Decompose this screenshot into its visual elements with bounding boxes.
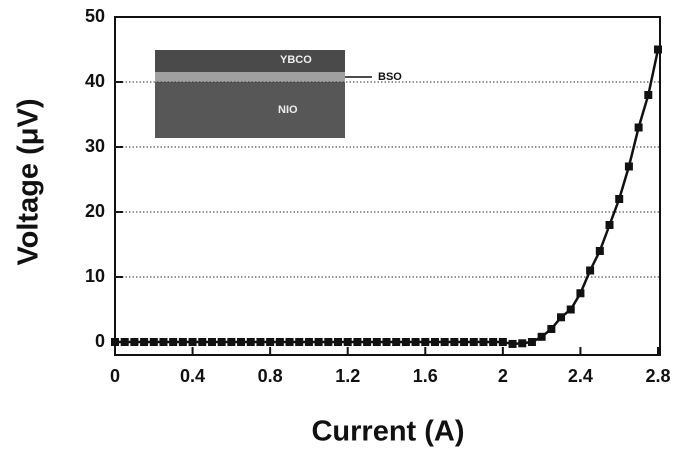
data-point: [169, 338, 178, 346]
y-tick-label: 0: [95, 331, 105, 351]
data-point: [353, 338, 362, 346]
data-point: [237, 338, 246, 346]
data-point: [295, 338, 304, 346]
data-point: [576, 289, 585, 298]
data-point: [324, 338, 333, 346]
inset-ybco-layer: [155, 50, 345, 72]
data-point: [460, 338, 469, 346]
data-point: [527, 338, 536, 346]
inset-bso-layer: [155, 72, 345, 82]
plot-frame: [114, 16, 661, 356]
x-tick-label: 2.4: [568, 366, 593, 386]
x-tick-label: 2: [498, 366, 508, 386]
data-point: [363, 338, 372, 346]
x-tick-label: 1.2: [335, 366, 360, 386]
y-tick-label: 40: [85, 71, 105, 91]
inset-nio-layer: [155, 82, 345, 138]
data-point: [382, 338, 391, 346]
data-point: [149, 338, 158, 346]
data-point: [479, 338, 488, 346]
y-axis-label: Voltage (μV): [13, 98, 45, 265]
x-tick-label: 0.8: [258, 366, 283, 386]
data-point: [227, 338, 236, 346]
data-point: [130, 338, 139, 346]
y-tick-label: 30: [85, 136, 105, 156]
inset-label: NIO: [278, 104, 298, 116]
data-point: [624, 162, 633, 171]
data-point: [285, 338, 294, 346]
data-point: [140, 338, 149, 346]
data-point: [314, 338, 323, 346]
x-tick-label: 2.8: [645, 366, 670, 386]
data-point: [392, 338, 401, 346]
data-point: [605, 221, 614, 229]
data-point: [557, 313, 566, 322]
inset: YBCO BSO NIO: [155, 50, 402, 138]
x-tick-label: 0: [110, 366, 120, 386]
data-point: [586, 266, 595, 275]
data-point: [634, 123, 643, 132]
data-point: [343, 338, 352, 346]
data-point: [498, 338, 507, 346]
inset-label: BSO: [378, 71, 402, 83]
data-point: [372, 338, 381, 346]
data-point: [440, 338, 449, 346]
data-point: [178, 338, 187, 346]
x-tick-label: 1.6: [413, 366, 438, 386]
data-point: [275, 338, 284, 346]
data-point: [644, 91, 653, 99]
data-point: [159, 338, 168, 346]
data-point: [266, 338, 275, 346]
data-point: [246, 338, 255, 346]
x-axis-label: Current (A): [311, 416, 464, 448]
data-point: [537, 332, 546, 341]
data-point: [615, 195, 624, 203]
data-point: [217, 338, 226, 346]
data-point: [411, 338, 420, 346]
data-point: [198, 338, 207, 346]
data-point: [469, 338, 478, 346]
data-point: [489, 338, 498, 346]
data-point: [508, 339, 517, 348]
data-point: [547, 325, 556, 333]
data-point: [120, 338, 129, 346]
data-point: [430, 338, 439, 346]
inset-label: YBCO: [280, 54, 312, 66]
data-point: [304, 338, 313, 346]
data-point: [518, 339, 527, 348]
data-point: [256, 338, 265, 346]
data-point: [207, 338, 216, 346]
data-point: [566, 305, 575, 314]
data-point: [450, 338, 459, 346]
data-point: [111, 338, 119, 346]
data-point: [654, 45, 662, 54]
x-tick-label: 0.4: [180, 366, 205, 386]
y-tick-label: 20: [85, 201, 105, 221]
y-tick-label: 50: [85, 6, 105, 26]
data-point: [188, 338, 197, 346]
y-tick-label: 10: [85, 266, 105, 286]
data-point: [401, 338, 410, 346]
data-point: [595, 247, 604, 255]
data-point: [334, 338, 343, 346]
data-point: [421, 338, 430, 346]
